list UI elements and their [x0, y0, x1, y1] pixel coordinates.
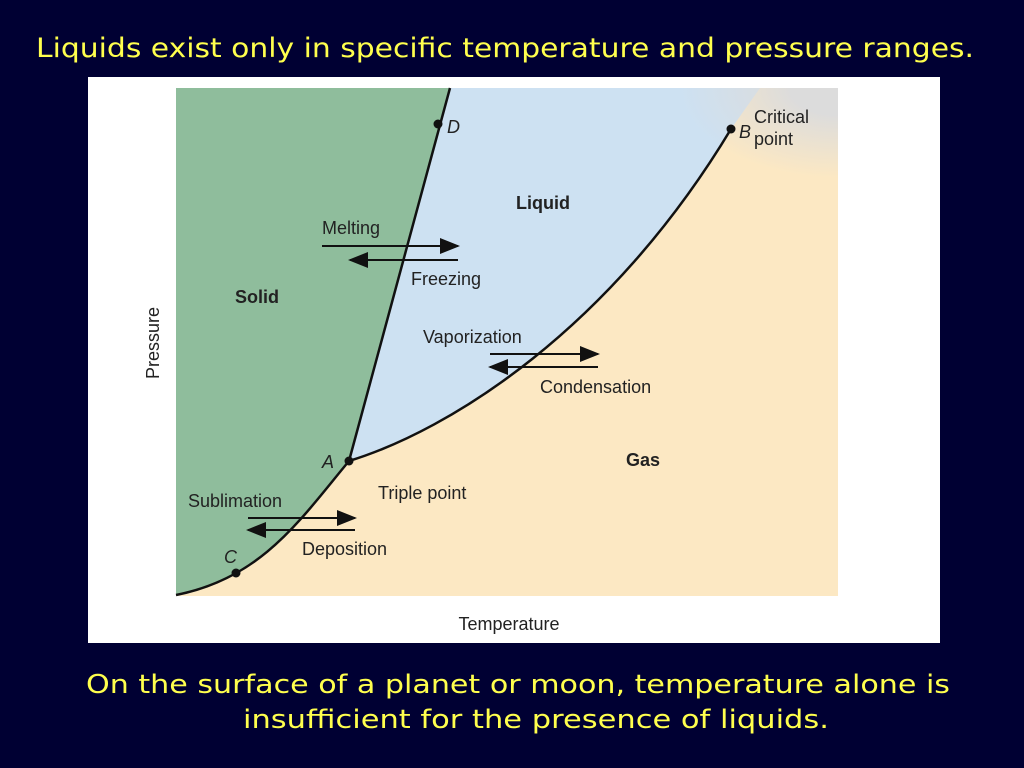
phase-diagram: A B C D Critical point Triple point Soli…	[88, 77, 940, 643]
y-axis-label: Pressure	[143, 307, 163, 379]
transition-label: Condensation	[540, 377, 651, 397]
transition-label: Melting	[322, 218, 380, 238]
point-label: C	[224, 547, 238, 567]
region-label: Gas	[626, 450, 660, 470]
transition-label: Deposition	[302, 539, 387, 559]
point-label: A	[321, 452, 334, 472]
point-b	[726, 124, 736, 134]
critical-point-note: point	[754, 129, 793, 149]
point-c	[231, 568, 241, 578]
region-label: Solid	[235, 287, 279, 307]
caption-line: insufficient for the presence of liquids…	[243, 705, 829, 735]
x-axis-label: Temperature	[458, 614, 559, 634]
critical-point-note: Critical	[754, 107, 809, 127]
triple-point-note: Triple point	[378, 483, 466, 503]
slide-title: Liquids exist only in specific temperatu…	[36, 33, 974, 64]
point-label: D	[447, 117, 460, 137]
transition-label: Freezing	[411, 269, 481, 289]
melting-curve	[347, 87, 452, 462]
critical-region	[680, 88, 838, 178]
caption-line: On the surface of a planet or moon, temp…	[86, 670, 950, 700]
transition-label: Vaporization	[423, 327, 522, 347]
liquid-region	[349, 88, 760, 461]
point-a	[344, 456, 354, 466]
point-d	[433, 119, 443, 129]
transition-label: Sublimation	[188, 491, 282, 511]
solid-region	[176, 88, 450, 595]
vaporization-curve	[348, 128, 733, 463]
point-label: B	[739, 122, 751, 142]
sublimation-curve	[175, 460, 350, 597]
region-label: Liquid	[516, 193, 570, 213]
